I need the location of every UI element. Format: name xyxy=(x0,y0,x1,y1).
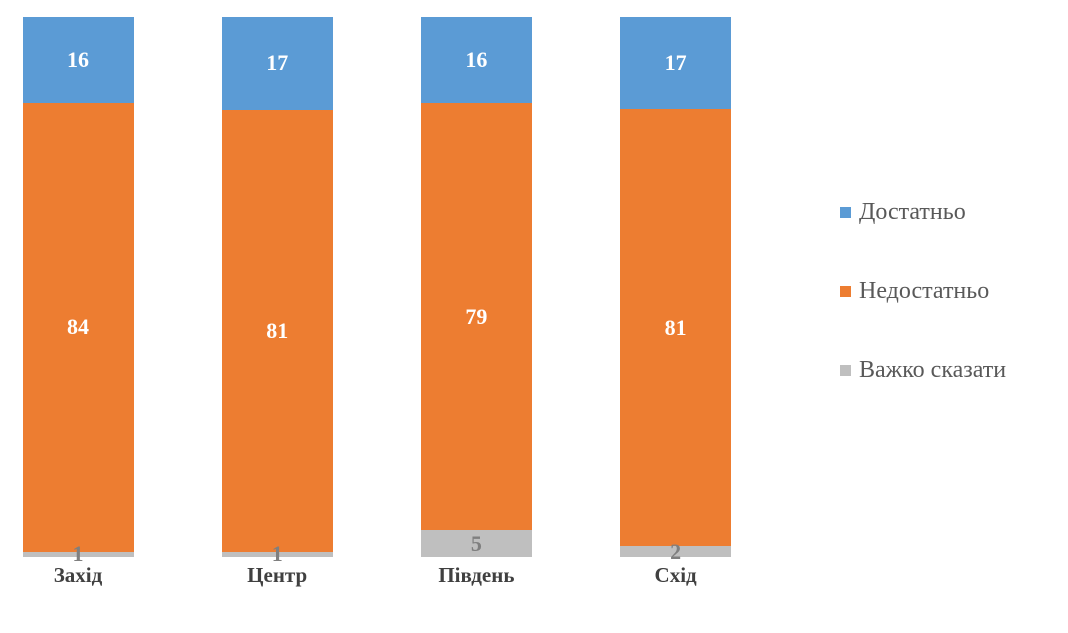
legend: Достатньо Недостатньо Важко сказати xyxy=(840,197,1006,385)
bar-value-label: 2 xyxy=(670,538,682,564)
bar-column-4: 17 81 2 xyxy=(620,17,732,562)
legend-label: Достатньо xyxy=(859,198,966,225)
legend-item-2: Недостатньо xyxy=(840,276,1006,306)
legend-swatch-icon xyxy=(840,285,851,297)
bar-column-3: 16 79 5 xyxy=(420,17,532,557)
bar-segment-series3-cat2: 1 xyxy=(221,543,333,565)
bar-segment-series3-cat4: 2 xyxy=(620,540,732,562)
bar-value-label: 5 xyxy=(470,530,482,556)
category-label-2: Центр xyxy=(247,563,308,587)
bar-segment-series2-cat1: 84 xyxy=(22,102,134,552)
legend-item-3: Важко сказати xyxy=(840,355,1006,385)
bar-segment-series3-cat3: 5 xyxy=(420,530,532,557)
legend-label: Недостатньо xyxy=(859,277,990,304)
bar-value-label: 17 xyxy=(266,50,289,76)
bar-segment-series2-cat3: 79 xyxy=(420,103,532,530)
bar-value-label: 1 xyxy=(271,541,283,567)
bar-segment-series2-cat2: 81 xyxy=(221,109,333,552)
bar-segment-series2-cat4: 81 xyxy=(620,108,732,547)
bar-value-label: 1 xyxy=(72,541,84,567)
bar-value-label: 81 xyxy=(664,314,687,340)
category-label-3: Південь xyxy=(438,563,515,587)
bar-segment-series1-cat4: 17 xyxy=(620,17,732,109)
bar-column-2: 17 81 1 xyxy=(221,17,333,565)
legend-label: Важко сказати xyxy=(859,356,1007,383)
bar-segment-series1-cat1: 16 xyxy=(22,17,134,103)
legend-swatch-icon xyxy=(840,206,851,218)
bar-value-label: 84 xyxy=(67,314,89,340)
bar-segment-series3-cat1: 1 xyxy=(22,543,134,565)
bar-segment-series1-cat3: 16 xyxy=(420,17,532,104)
bar-column-1: 16 84 1 xyxy=(22,17,134,565)
bar-value-label: 17 xyxy=(664,49,687,75)
legend-item-1: Достатньо xyxy=(840,197,1006,227)
plot-area: 16 84 1 Захід 17 81 1 Центр 16 79 5 Південь 17 81 2 Схі… xyxy=(22,17,732,587)
category-label-1: Захід xyxy=(53,563,103,587)
category-label-4: Схід xyxy=(654,563,697,587)
bar-value-label: 79 xyxy=(465,303,488,329)
bar-segment-series1-cat2: 17 xyxy=(221,17,333,110)
bar-value-label: 81 xyxy=(266,317,289,343)
bar-value-label: 16 xyxy=(465,47,488,73)
legend-swatch-icon xyxy=(840,364,851,376)
bar-value-label: 16 xyxy=(67,46,89,72)
